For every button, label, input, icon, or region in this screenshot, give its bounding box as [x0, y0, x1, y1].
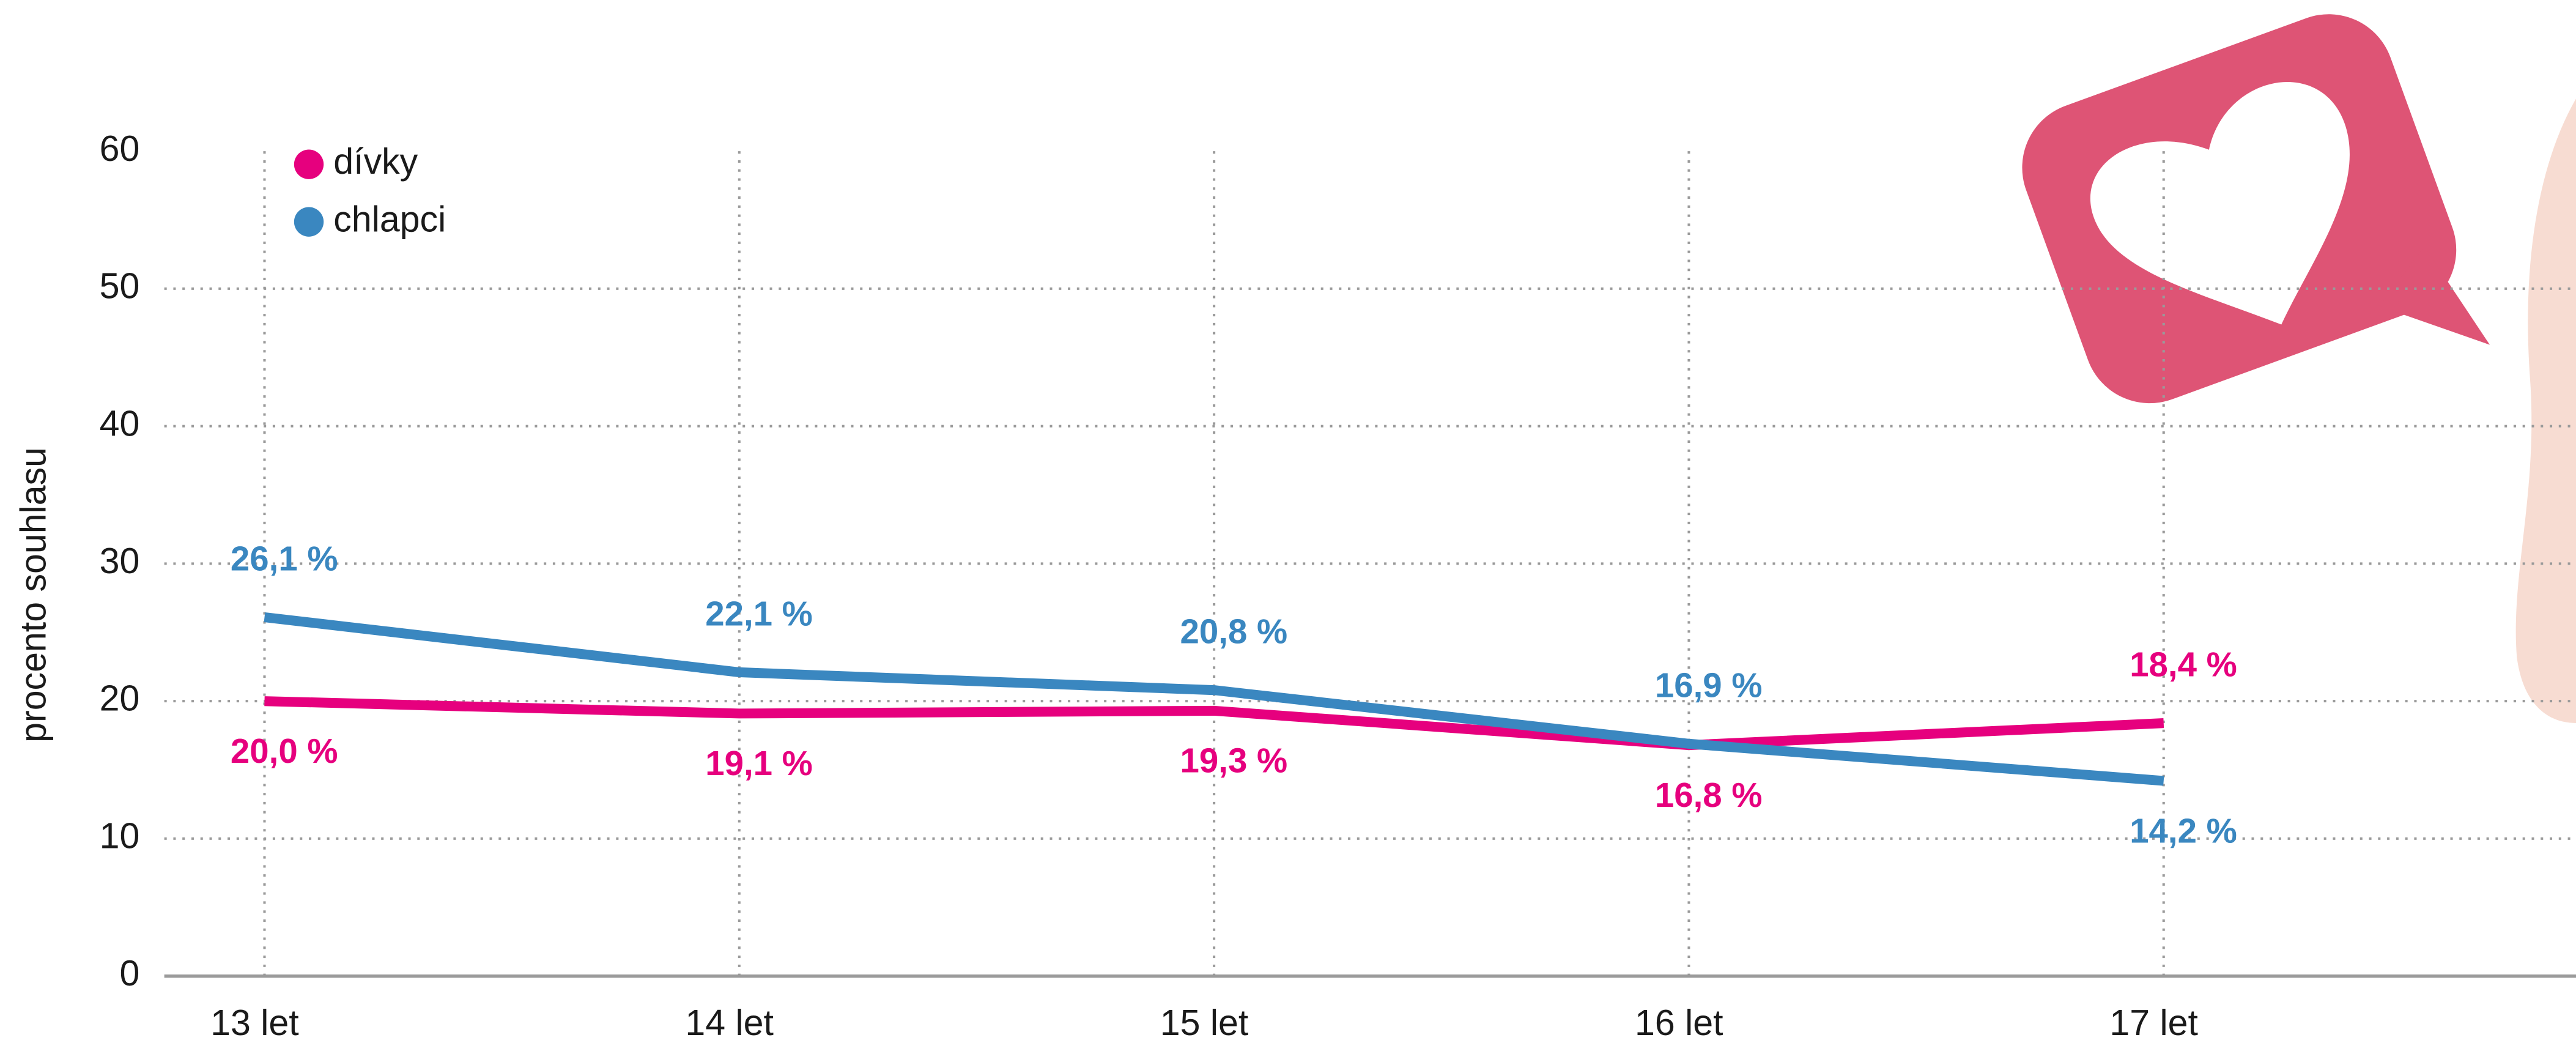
legend-label: dívky: [333, 141, 418, 182]
y-tick-label: 20: [100, 678, 140, 719]
x-tick-label: 13 let: [210, 1003, 299, 1043]
series-line: [264, 612, 2164, 786]
value-label: 19,1 %: [705, 744, 813, 782]
decoration-arm: [2515, 98, 2576, 723]
legend-label: chlapci: [333, 199, 446, 239]
y-tick-label: 50: [100, 266, 140, 306]
x-tick-label: 17 let: [2109, 1003, 2198, 1043]
legend-marker: [294, 149, 324, 179]
y-tick-label: 10: [100, 816, 140, 856]
value-label: 20,8 %: [1180, 612, 1288, 651]
x-tick-label: 16 let: [1635, 1003, 1723, 1043]
legend-marker: [294, 207, 324, 237]
y-tick-label: 60: [100, 128, 140, 169]
value-label: 18,4 %: [2130, 645, 2237, 684]
value-label: 22,1 %: [705, 595, 813, 633]
heart-bubble: [2022, 14, 2490, 404]
value-label: 26,1 %: [231, 540, 338, 578]
value-label: 16,8 %: [1655, 776, 1763, 814]
x-tick-label: 14 let: [685, 1003, 774, 1043]
value-label: 14,2 %: [2130, 811, 2237, 850]
series-line: [264, 696, 2164, 751]
y-tick-label: 40: [100, 403, 140, 444]
x-tick-label: 15 let: [1160, 1003, 1249, 1043]
value-label: 20,0 %: [231, 732, 338, 770]
value-label: 19,3 %: [1180, 741, 1288, 780]
y-axis-label: procento souhlasu: [13, 447, 54, 743]
value-label: 16,9 %: [1655, 666, 1763, 704]
y-tick-label: 30: [100, 541, 140, 581]
y-tick-label: 0: [119, 953, 139, 993]
